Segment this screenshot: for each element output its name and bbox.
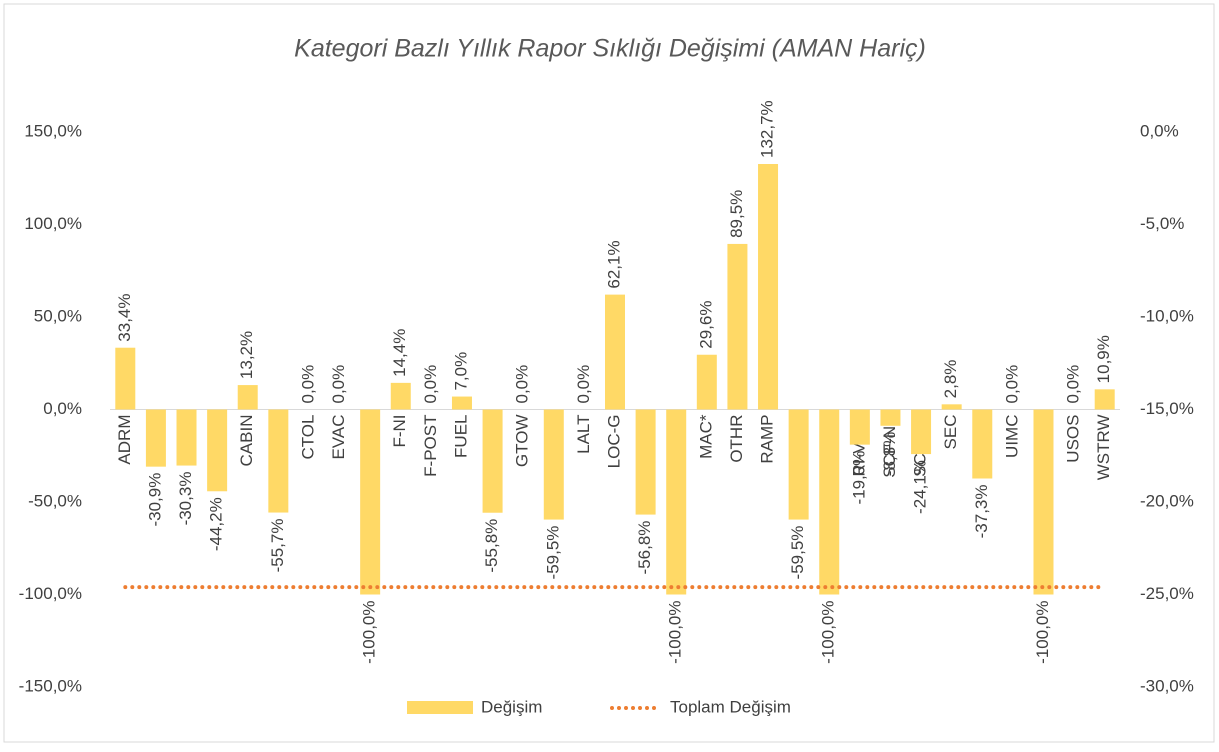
data-label: 0,0% xyxy=(329,365,348,404)
data-label: -100,0% xyxy=(666,601,685,664)
data-label: 13,2% xyxy=(237,331,256,379)
x-tick-label: SEC xyxy=(941,415,960,450)
x-tick-label: UIMC xyxy=(1002,415,1021,458)
x-tick-label: EVAC xyxy=(329,415,348,460)
x-tick-label: CTOL xyxy=(298,415,317,460)
bar xyxy=(207,409,228,492)
y-tick-label: 0,0% xyxy=(43,399,82,418)
y2-tick-label: -30,0% xyxy=(1140,676,1194,695)
data-label: 14,4% xyxy=(390,329,409,377)
x-tick-label: LALT xyxy=(574,415,593,454)
x-tick-label: CABIN xyxy=(237,415,256,467)
data-label: 0,0% xyxy=(1002,365,1021,404)
chart-title: Kategori Bazlı Yıllık Rapor Sıklığı Deği… xyxy=(294,35,926,63)
data-label: -8,8% xyxy=(880,432,899,476)
legend-label: Değişim xyxy=(481,697,542,716)
x-tick-label: RAMP xyxy=(758,415,777,464)
data-label: -59,5% xyxy=(543,526,562,580)
bar xyxy=(880,409,901,426)
data-label: 0,0% xyxy=(1064,365,1083,404)
bar xyxy=(727,243,748,410)
data-label: 2,8% xyxy=(941,360,960,399)
x-tick-label: F-POST xyxy=(421,415,440,477)
y-tick-label: -50,0% xyxy=(28,491,82,510)
x-tick-label: USOS xyxy=(1064,415,1083,463)
x-tick-label: OTHR xyxy=(727,415,746,463)
legend-swatch xyxy=(407,701,473,714)
bar xyxy=(849,409,870,445)
data-label: 0,0% xyxy=(298,365,317,404)
y-tick-label: -100,0% xyxy=(19,584,82,603)
data-label: 29,6% xyxy=(696,301,715,349)
data-label: -56,8% xyxy=(635,521,654,575)
bar xyxy=(635,409,656,515)
x-tick-label: WSTRW xyxy=(1094,415,1113,481)
y-tick-label: 50,0% xyxy=(34,306,82,325)
data-label: -30,3% xyxy=(176,472,195,526)
y2-tick-label: -20,0% xyxy=(1140,491,1194,510)
data-label: -55,8% xyxy=(482,519,501,573)
bar xyxy=(972,409,993,479)
data-label: -19,0% xyxy=(849,451,868,505)
data-label: -100,0% xyxy=(1033,601,1052,664)
legend-label: Toplam Değişim xyxy=(670,697,791,716)
y2-tick-label: 0,0% xyxy=(1140,121,1179,140)
bar xyxy=(237,385,258,410)
bar xyxy=(758,164,779,410)
data-label: -100,0% xyxy=(360,601,379,664)
bar xyxy=(666,409,687,595)
x-tick-label: GTOW xyxy=(513,415,532,468)
bar xyxy=(1094,389,1115,410)
y-tick-label: 150,0% xyxy=(24,121,82,140)
bar xyxy=(482,409,503,513)
data-label: 0,0% xyxy=(513,365,532,404)
data-label: 0,0% xyxy=(421,365,440,404)
bar xyxy=(115,347,136,410)
y2-tick-label: -5,0% xyxy=(1140,214,1184,233)
bar xyxy=(911,409,932,455)
bar xyxy=(941,404,962,410)
y2-tick-label: -15,0% xyxy=(1140,399,1194,418)
data-label: 62,1% xyxy=(604,240,623,288)
bar xyxy=(819,409,840,595)
data-label: 89,5% xyxy=(727,190,746,238)
x-tick-label: F-NI xyxy=(390,415,409,448)
data-label: -59,5% xyxy=(788,526,807,580)
x-tick-label: ADRM xyxy=(115,415,134,465)
x-tick-label: LOC-G xyxy=(604,415,623,469)
x-tick-label: FUEL xyxy=(451,415,470,458)
y2-tick-label: -25,0% xyxy=(1140,584,1194,603)
bar xyxy=(176,409,197,466)
y2-tick-label: -10,0% xyxy=(1140,306,1194,325)
bar xyxy=(390,382,411,410)
bar xyxy=(696,354,717,410)
y-tick-label: 100,0% xyxy=(24,214,82,233)
data-label: 33,4% xyxy=(115,294,134,342)
bar xyxy=(451,396,472,410)
bar xyxy=(605,294,625,410)
bar xyxy=(788,409,809,520)
data-label: -37,3% xyxy=(972,485,991,539)
data-label: -30,9% xyxy=(145,473,164,527)
bar xyxy=(268,409,289,513)
data-label: 0,0% xyxy=(574,365,593,404)
bar xyxy=(543,409,564,520)
bar xyxy=(1033,409,1054,595)
y-tick-label: -150,0% xyxy=(19,676,82,695)
bar xyxy=(145,409,166,467)
x-tick-label: SCF-NP xyxy=(880,415,899,478)
data-label: 10,9% xyxy=(1094,335,1113,383)
data-label: -24,1% xyxy=(911,460,930,514)
bar xyxy=(360,409,381,595)
data-label: 132,7% xyxy=(758,100,777,158)
data-label: 7,0% xyxy=(451,352,470,391)
data-label: -44,2% xyxy=(207,497,226,551)
data-label: -55,7% xyxy=(268,519,287,573)
x-tick-label: MAC* xyxy=(696,414,715,459)
data-label: -100,0% xyxy=(819,601,838,664)
